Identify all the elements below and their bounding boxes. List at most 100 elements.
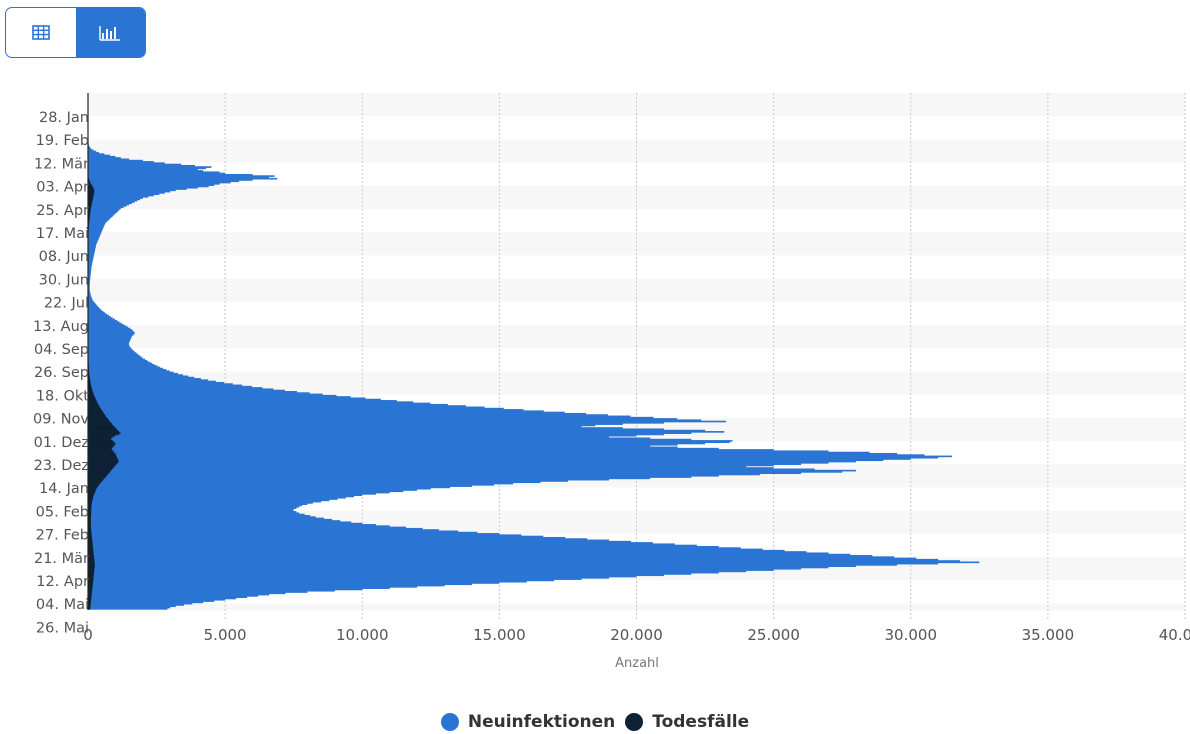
bar-neuinfektionen: [88, 171, 220, 174]
view-toggle: [5, 7, 146, 58]
bar-todesfaelle: [88, 493, 95, 495]
bar-todesfaelle: [88, 586, 93, 588]
bar-neuinfektionen: [88, 157, 121, 159]
bar-neuinfektionen: [88, 179, 253, 181]
bar-neuinfektionen: [88, 538, 588, 540]
bar-neuinfektionen: [88, 193, 160, 196]
bar-neuinfektionen: [88, 376, 195, 379]
bar-todesfaelle: [88, 573, 94, 575]
bar-neuinfektionen: [88, 201, 135, 203]
bar-todesfaelle: [88, 539, 93, 542]
chart-view-button[interactable]: [75, 8, 145, 57]
bar-neuinfektionen: [88, 414, 608, 416]
y-tick-label: 12. Apr: [36, 574, 89, 590]
bar-neuinfektionen: [88, 247, 96, 250]
bar-todesfaelle: [88, 473, 108, 476]
bar-todesfaelle: [88, 577, 94, 579]
bar-neuinfektionen: [88, 460, 856, 463]
bar-todesfaelle: [88, 535, 92, 538]
bar-todesfaelle: [88, 536, 92, 539]
bar-todesfaelle: [88, 189, 95, 192]
bar-neuinfektionen: [88, 484, 494, 486]
bar-todesfaelle: [88, 583, 93, 586]
legend-label-neuinfektionen: Neuinfektionen: [467, 712, 616, 732]
bar-todesfaelle: [88, 385, 92, 388]
bar-neuinfektionen: [88, 341, 130, 344]
bar-todesfaelle: [88, 605, 91, 608]
bar-neuinfektionen: [88, 567, 802, 570]
bar-todesfaelle: [88, 372, 90, 375]
bar-neuinfektionen: [88, 601, 204, 604]
bar-neuinfektionen: [88, 505, 300, 508]
bar-neuinfektionen: [88, 279, 91, 282]
bar-todesfaelle: [88, 560, 95, 562]
bar-neuinfektionen: [88, 498, 338, 500]
bar-neuinfektionen: [88, 553, 851, 556]
bar-neuinfektionen: [88, 583, 472, 586]
bar-neuinfektionen: [88, 339, 131, 341]
legend-item-todesfaelle[interactable]: Todesfälle: [625, 712, 749, 732]
bar-todesfaelle: [88, 397, 96, 400]
bar-todesfaelle: [88, 593, 92, 596]
bar-neuinfektionen: [88, 158, 130, 161]
bar-neuinfektionen: [88, 487, 431, 490]
x-tick-label: 0: [83, 626, 93, 644]
bar-neuinfektionen: [88, 398, 381, 401]
bar-neuinfektionen: [88, 366, 160, 369]
bar-todesfaelle: [88, 477, 105, 480]
y-tick-label: 27. Feb: [36, 528, 89, 544]
bar-todesfaelle: [88, 195, 94, 198]
bar-todesfaelle: [88, 518, 91, 521]
table-view-button[interactable]: [6, 8, 76, 57]
bar-neuinfektionen: [88, 566, 829, 569]
y-tick-label: 05. Feb: [36, 504, 89, 520]
bar-neuinfektionen: [88, 521, 352, 524]
bar-neuinfektionen: [88, 294, 91, 296]
bar-neuinfektionen: [88, 295, 92, 298]
bar-neuinfektionen: [88, 409, 524, 411]
bar-neuinfektionen: [88, 215, 113, 217]
bar-neuinfektionen: [88, 507, 297, 509]
bar-neuinfektionen: [88, 604, 184, 606]
bar-neuinfektionen: [88, 491, 390, 494]
bar-todesfaelle: [88, 406, 100, 409]
bar-neuinfektionen: [88, 223, 106, 225]
bar-todesfaelle: [88, 481, 102, 484]
legend-item-neuinfektionen[interactable]: Neuinfektionen: [440, 712, 616, 732]
bar-neuinfektionen: [88, 226, 104, 229]
bar-neuinfektionen: [88, 551, 807, 553]
bar-neuinfektionen: [88, 394, 337, 397]
bar-neuinfektionen: [88, 217, 110, 220]
bar-neuinfektionen: [88, 422, 664, 424]
bar-neuinfektionen: [88, 547, 741, 549]
bar-neuinfektionen: [88, 325, 126, 327]
bar-neuinfektionen: [88, 499, 330, 502]
bar-neuinfektionen: [88, 480, 568, 482]
bar-neuinfektionen: [88, 166, 212, 168]
bar-todesfaelle: [88, 431, 120, 433]
bar-neuinfektionen: [88, 317, 113, 320]
bar-todesfaelle: [88, 449, 113, 451]
y-tick-label: 26. Mai: [36, 620, 89, 636]
bar-neuinfektionen: [88, 177, 278, 180]
y-tick-label: 14. Jan: [39, 481, 89, 497]
bar-todesfaelle: [88, 193, 94, 196]
bar-neuinfektionen: [88, 582, 500, 584]
bar-todesfaelle: [88, 556, 95, 558]
bar-neuinfektionen: [88, 434, 637, 437]
bar-todesfaelle: [88, 410, 103, 413]
bar-neuinfektionen: [88, 459, 884, 462]
bar-neuinfektionen: [88, 176, 270, 179]
bar-neuinfektionen: [88, 544, 697, 547]
bar-neuinfektionen: [88, 540, 632, 543]
bar-todesfaelle: [88, 551, 94, 553]
bar-neuinfektionen: [88, 574, 664, 577]
bar-todesfaelle: [88, 184, 92, 186]
bar-neuinfektionen: [88, 441, 730, 444]
bar-neuinfektionen: [88, 210, 119, 212]
bar-neuinfektionen: [88, 453, 898, 455]
bar-neuinfektionen: [88, 486, 451, 489]
bar-neuinfektionen: [88, 463, 802, 465]
bar-neuinfektionen: [88, 149, 94, 152]
bar-neuinfektionen: [88, 308, 101, 310]
